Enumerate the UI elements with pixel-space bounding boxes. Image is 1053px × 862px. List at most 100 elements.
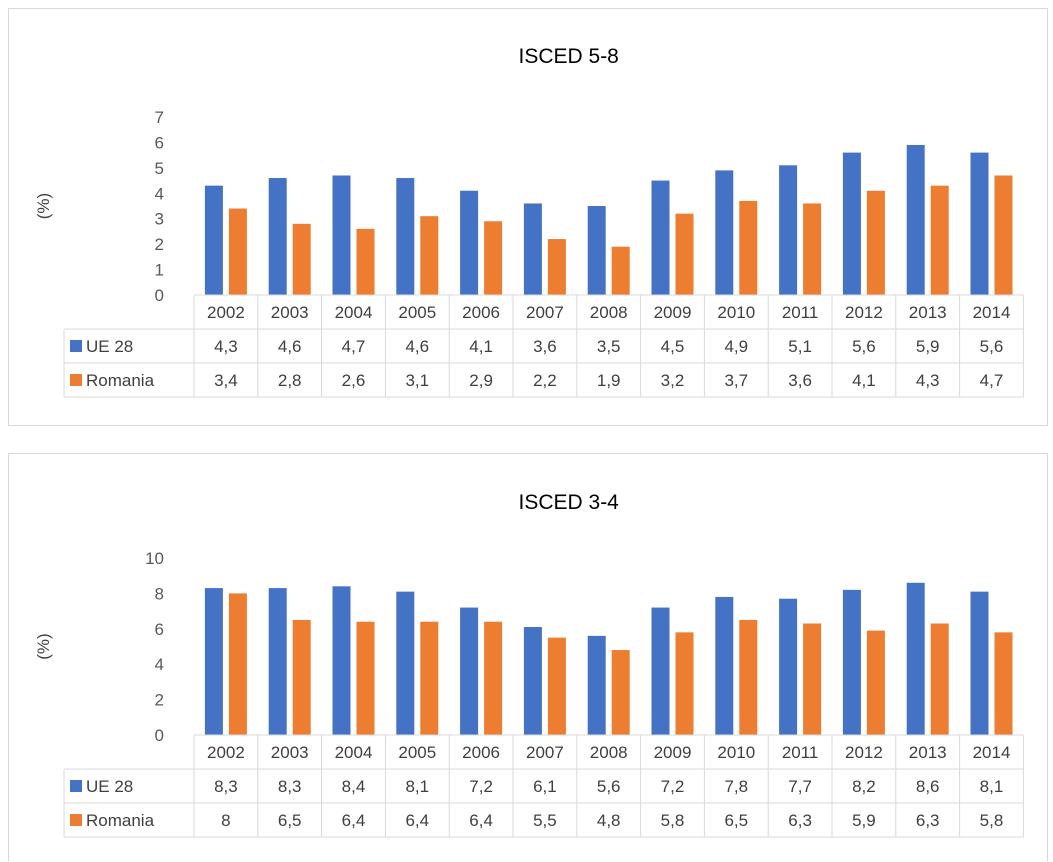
bar-chart-isced-5-8: ISCED 5-8 (%) 0 1 2 3 4 5 6 7 2002 2003 2004 2005 2006… (34, 45, 1024, 398)
bar-ue-28 (268, 588, 287, 735)
x-tick-label: 2010 (717, 743, 755, 762)
bar-ue-28 (523, 203, 542, 295)
bar-ue-28 (715, 170, 734, 295)
bar-romania (930, 185, 949, 295)
chart-title: ISCED 3-4 (519, 491, 620, 514)
data-label: 6,5 (278, 811, 302, 830)
bar-ue-28 (779, 165, 798, 295)
bar-ue-28 (715, 596, 734, 735)
data-label: 4,3 (214, 337, 238, 356)
data-label: 6,5 (724, 811, 748, 830)
x-tick-label: 2009 (654, 743, 692, 762)
bar-romania (228, 208, 247, 295)
data-label: 5,9 (852, 811, 876, 830)
x-tick-label: 2011 (782, 303, 819, 322)
bar-romania (739, 619, 758, 735)
data-label: 7,2 (469, 777, 493, 796)
bar-ue-28 (970, 591, 989, 735)
x-tick-label: 2013 (909, 743, 947, 762)
legend-key-romania (70, 814, 82, 826)
bar-romania (484, 221, 503, 295)
legend-key-ue-28 (70, 780, 82, 792)
chart-panel-isced-3-4: ISCED 3-4 (%) 0 2 4 6 8 10 2002 2003 2004 2005 2006 2… (8, 453, 1048, 861)
data-label: 4,5 (661, 337, 685, 356)
legend-entry: UE 28 (86, 337, 133, 356)
x-tick-label: 2005 (398, 303, 436, 322)
data-label: 5,6 (597, 777, 621, 796)
data-label: 8,4 (342, 777, 366, 796)
data-label: 3,6 (788, 371, 812, 390)
data-label: 4,7 (342, 337, 366, 356)
x-tick-label: 2004 (335, 303, 373, 322)
bar-ue-28 (651, 180, 670, 295)
data-label: 5,6 (852, 337, 876, 356)
bar-romania (547, 239, 566, 295)
chart-title: ISCED 5-8 (519, 45, 619, 68)
bar-romania (292, 223, 311, 295)
bar-ue-28 (906, 582, 925, 735)
y-tick-label: 8 (155, 584, 164, 603)
x-tick-label: 2009 (654, 303, 692, 322)
data-label: 5,9 (916, 337, 940, 356)
data-label: 5,5 (533, 811, 557, 830)
data-label: 7,8 (724, 777, 748, 796)
data-label: 2,6 (342, 371, 366, 390)
y-tick-label: 1 (155, 261, 164, 280)
y-tick-label: 7 (155, 108, 164, 127)
y-axis-label: (%) (34, 633, 53, 659)
bar-ue-28 (396, 591, 415, 735)
data-label: 8,1 (405, 777, 429, 796)
legend-entry: Romania (86, 371, 155, 390)
x-tick-label: 2008 (590, 743, 628, 762)
bar-ue-28 (779, 598, 798, 735)
data-label: 6,4 (342, 811, 366, 830)
bar-ue-28 (204, 588, 223, 735)
data-label: 2,9 (469, 371, 493, 390)
legend-key-romania (70, 374, 82, 386)
bar-romania (611, 246, 630, 295)
x-tick-label: 2002 (207, 303, 245, 322)
bar-ue-28 (587, 635, 606, 735)
bar-romania (994, 175, 1013, 295)
y-tick-label: 5 (155, 159, 164, 178)
data-label: 8 (221, 811, 230, 830)
y-tick-label: 4 (155, 655, 164, 674)
bar-romania (547, 637, 566, 735)
data-label: 7,7 (788, 777, 812, 796)
data-label: 4,1 (469, 337, 493, 356)
x-tick-label: 2010 (717, 303, 755, 322)
bar-romania (356, 228, 375, 295)
x-tick-label: 2008 (590, 303, 628, 322)
x-tick-label: 2014 (973, 743, 1011, 762)
data-label: 5,6 (980, 337, 1004, 356)
bar-romania (420, 216, 439, 295)
data-label: 4,7 (980, 371, 1004, 390)
bar-romania (484, 621, 503, 735)
bar-ue-28 (460, 190, 479, 295)
data-label: 7,2 (661, 777, 685, 796)
legend-key-ue-28 (70, 340, 82, 352)
bar-romania (675, 213, 694, 295)
data-label: 6,3 (788, 811, 812, 830)
x-tick-label: 2006 (462, 743, 500, 762)
data-label: 3,7 (724, 371, 748, 390)
y-tick-label: 2 (155, 691, 164, 710)
data-label: 3,2 (661, 371, 685, 390)
data-label: 6,3 (916, 811, 940, 830)
x-tick-label: 2003 (271, 743, 309, 762)
data-label: 5,8 (980, 811, 1004, 830)
bar-ue-28 (842, 589, 861, 735)
x-tick-label: 2005 (398, 743, 436, 762)
data-label: 6,1 (533, 777, 557, 796)
chart-panel-isced-5-8: ISCED 5-8 (%) 0 1 2 3 4 5 6 7 2002 2003 2004 2005 2006… (8, 8, 1048, 426)
x-tick-label: 2007 (526, 303, 564, 322)
data-label: 4,3 (916, 371, 940, 390)
legend-entry: UE 28 (86, 777, 133, 796)
bar-ue-28 (651, 607, 670, 735)
y-tick-label: 0 (155, 286, 164, 305)
y-tick-label: 0 (155, 726, 164, 745)
bar-romania (866, 190, 885, 295)
data-label: 4,1 (852, 371, 876, 390)
bar-romania (803, 203, 822, 295)
x-tick-label: 2012 (845, 743, 883, 762)
